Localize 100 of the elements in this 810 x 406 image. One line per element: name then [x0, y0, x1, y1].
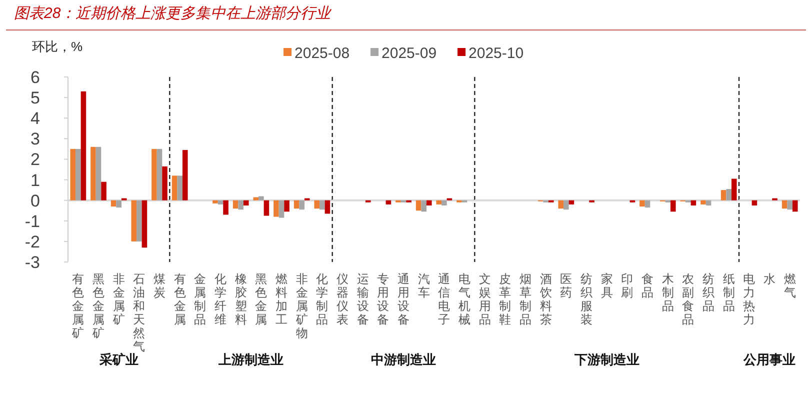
- bar: [706, 200, 712, 206]
- bar: [299, 200, 304, 210]
- y-tick-label: 1: [30, 170, 40, 190]
- x-tick-label: 有色金属: [174, 272, 186, 326]
- x-tick-label: 烟草制品: [520, 272, 532, 326]
- x-axis-title: 上游制造业: [218, 352, 284, 367]
- x-tick-label: 纺织品: [702, 272, 714, 313]
- bar: [80, 91, 86, 200]
- bar: [264, 200, 270, 216]
- x-tick-label: 运输设备: [356, 272, 369, 326]
- x-tick-label: 农副食品: [682, 272, 694, 326]
- y-tick-label: -1: [24, 212, 40, 231]
- bar: [116, 200, 122, 208]
- x-tick-label: 煤炭: [154, 272, 166, 300]
- x-tick-label: 橡胶塑料: [234, 272, 247, 326]
- bar: [731, 178, 737, 200]
- x-axis-title: 中游制造业: [371, 352, 436, 367]
- x-tick-label: 石油和天然气: [133, 272, 146, 354]
- y-tick-label: -2: [24, 232, 40, 252]
- x-tick-label: 通信电子: [438, 272, 450, 326]
- bar: [564, 200, 569, 210]
- x-tick-label: 化学纤维: [214, 272, 226, 326]
- x-tick-label: 食品: [642, 272, 654, 300]
- x-tick-label: 非金属矿物: [294, 272, 308, 340]
- x-tick-label: 非金属矿: [112, 272, 125, 326]
- bar: [177, 176, 182, 200]
- bar: [142, 200, 148, 248]
- bar: [172, 176, 178, 200]
- bar: [110, 200, 116, 206]
- bar: [156, 148, 162, 200]
- bar: [558, 200, 564, 209]
- x-tick-label: 黑色金属: [255, 272, 268, 326]
- bar: [568, 200, 574, 204]
- bar: [131, 200, 137, 242]
- x-tick-label: 仪器仪表: [336, 272, 348, 326]
- x-tick-label: 纺织服装: [580, 272, 592, 326]
- bar: [314, 200, 320, 209]
- x-tick-label: 电气机械: [458, 272, 470, 326]
- bar: [238, 200, 244, 210]
- bar: [70, 148, 76, 200]
- y-tick-label: 0: [30, 191, 40, 210]
- bar: [670, 200, 676, 212]
- x-tick-label: 化学制品: [316, 272, 328, 326]
- bar: [690, 200, 696, 206]
- x-tick-label: 电力热力: [743, 272, 756, 326]
- y-tick-label: 2: [30, 150, 40, 170]
- x-tick-label: 家具: [600, 272, 613, 300]
- bar: [644, 200, 650, 208]
- bar: [218, 200, 224, 204]
- bar: [101, 182, 106, 200]
- legend-label: 2025-10: [468, 45, 524, 62]
- bar: [284, 200, 290, 212]
- x-tick-label: 燃气: [784, 272, 796, 300]
- bar: [243, 200, 249, 206]
- x-tick-label: 文娱用品: [478, 272, 491, 326]
- y-tick-label: -3: [24, 253, 40, 272]
- x-tick-label: 印刷: [621, 272, 634, 300]
- x-axis-title: 下游制造业: [573, 352, 640, 367]
- chart-title: 图表28：近期价格上涨更多集中在上游部分行业: [14, 5, 333, 22]
- bar: [726, 189, 732, 200]
- x-tick-label: 汽车: [418, 272, 430, 300]
- bar: [96, 146, 102, 200]
- x-tick-label: 燃料加工: [276, 272, 288, 326]
- y-tick-label: 4: [30, 109, 40, 128]
- bar: [720, 190, 726, 200]
- bar: [182, 150, 188, 200]
- legend-label: 2025-09: [382, 45, 437, 62]
- x-tick-label: 专用设备: [377, 272, 390, 326]
- bar: [162, 166, 168, 200]
- x-tick-label: 通用设备: [398, 272, 410, 326]
- x-tick-label: 医药: [560, 272, 572, 300]
- bar: [274, 200, 279, 217]
- bar: [212, 200, 218, 204]
- x-axis-title: 采矿业: [98, 352, 138, 367]
- x-tick-label: 金属制品: [194, 272, 206, 326]
- x-tick-label: 皮革制鞋: [499, 272, 512, 326]
- bar: [90, 146, 96, 200]
- bar: [232, 200, 238, 209]
- x-tick-label: 有色金属矿: [71, 272, 84, 340]
- x-tick-label: 水: [764, 272, 776, 286]
- y-tick-label: 6: [30, 68, 40, 87]
- x-tick-label: 木制品: [662, 272, 674, 313]
- bar: [136, 200, 142, 242]
- bar: [700, 200, 706, 204]
- bar: [152, 148, 157, 200]
- y-tick-label: 3: [30, 130, 40, 149]
- bar: [253, 197, 259, 200]
- bar: [258, 196, 264, 200]
- legend-label: 2025-08: [294, 45, 350, 62]
- x-tick-label: 酒饮料茶: [538, 272, 552, 326]
- x-tick-label: 黑色金属矿: [92, 272, 104, 340]
- bar: [278, 200, 284, 218]
- x-axis-title: 公用事业: [742, 352, 796, 367]
- bar: [76, 148, 81, 200]
- bar: [223, 200, 228, 215]
- bar: [640, 200, 645, 206]
- y-tick-label: 5: [30, 88, 40, 108]
- bar: [294, 200, 300, 209]
- bar: [324, 200, 330, 214]
- y-axis-title: 环比，%: [32, 39, 83, 54]
